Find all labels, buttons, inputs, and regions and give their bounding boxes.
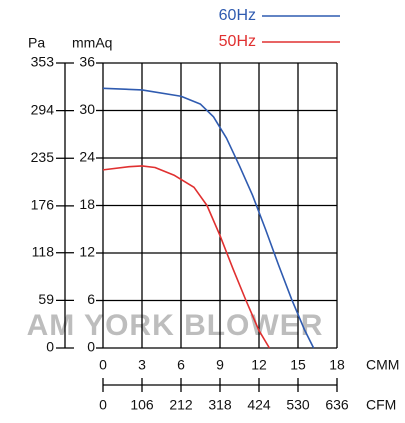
y-tick-label: 30 (79, 101, 95, 117)
x-axis-label: CMM (366, 357, 399, 373)
x-tick-label: 18 (329, 357, 345, 373)
y-tick-label: 6 (87, 291, 95, 307)
watermark: AM YORK BLOWER (27, 309, 324, 342)
y-axis-label: mmAq (72, 35, 112, 51)
x-tick-label: 12 (251, 357, 267, 373)
y-tick-label: 36 (79, 54, 95, 70)
chart: Pa mmAq CMM CFM AM YORK BLOWER0612182430… (0, 0, 405, 418)
x-tick-label: 3 (138, 357, 146, 373)
y-tick-label: 24 (79, 149, 95, 165)
y-tick-label: 12 (79, 244, 95, 260)
x2-tick-label: 636 (325, 397, 349, 413)
y-tick-label: 0 (87, 339, 95, 355)
page: Pa mmAq CMM CFM AM YORK BLOWER0612182430… (0, 0, 405, 423)
y-tick-label: 18 (79, 196, 95, 212)
y2-tick-label: 176 (31, 197, 55, 213)
x-tick-label: 0 (99, 357, 107, 373)
y2-tick-label: 294 (31, 101, 55, 117)
x2-tick-label: 106 (130, 397, 154, 413)
y2-tick-label: 118 (32, 243, 55, 259)
x2-tick-label: 318 (208, 397, 232, 413)
y2-tick-label: 235 (31, 149, 55, 165)
x-tick-label: 15 (290, 357, 306, 373)
x2-tick-label: 530 (286, 397, 310, 413)
x2-tick-label: 0 (99, 397, 107, 413)
y2-tick-label: 0 (46, 339, 54, 355)
y2-axis-label: Pa (28, 35, 45, 51)
x-tick-label: 6 (177, 357, 185, 373)
legend-label: 60Hz (219, 7, 256, 24)
x2-tick-label: 424 (247, 397, 271, 413)
y2-tick-label: 353 (31, 54, 55, 70)
y2-tick-label: 59 (38, 291, 54, 307)
x-tick-label: 9 (216, 357, 224, 373)
x2-axis-label: CFM (366, 397, 396, 413)
x2-tick-label: 212 (169, 397, 193, 413)
legend-label: 50Hz (219, 33, 256, 50)
